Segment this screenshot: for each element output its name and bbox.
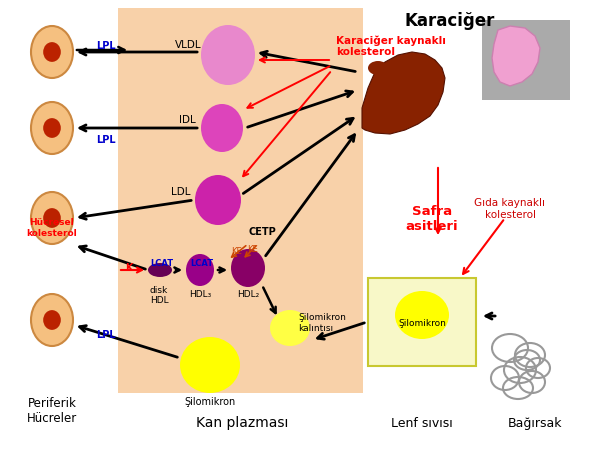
Ellipse shape [395,291,449,339]
Text: LDL: LDL [171,187,191,197]
Ellipse shape [195,175,241,225]
Ellipse shape [31,192,73,244]
Ellipse shape [31,26,73,78]
Text: Hücresel
kolesterol: Hücresel kolesterol [26,218,77,238]
Text: disk
HDL: disk HDL [149,286,169,306]
Text: Lenf sıvısı: Lenf sıvısı [391,417,453,430]
Text: LCAT: LCAT [151,258,173,267]
Text: CETP: CETP [248,227,276,237]
Ellipse shape [201,104,243,152]
Ellipse shape [201,25,255,85]
Ellipse shape [148,263,172,277]
Ellipse shape [43,208,61,228]
Bar [482,20,570,100]
Text: Şilomikron
kalıntısı: Şilomikron kalıntısı [298,313,346,333]
Text: KE: KE [232,248,242,256]
Bar [118,8,363,393]
Ellipse shape [270,310,310,346]
Text: Şilomikron: Şilomikron [184,397,236,407]
Ellipse shape [31,294,73,346]
Ellipse shape [368,61,388,75]
Text: LPL: LPL [96,330,116,340]
Text: IDL: IDL [179,115,196,125]
Text: VLDL: VLDL [175,40,202,50]
Text: K: K [125,263,133,273]
Text: Kan plazması: Kan plazması [196,416,288,430]
Text: Safra
asitleri: Safra asitleri [406,205,458,233]
Text: Bağırsak: Bağırsak [508,417,562,430]
Ellipse shape [43,42,61,62]
Ellipse shape [31,102,73,154]
Ellipse shape [43,310,61,330]
Bar [368,278,476,366]
Ellipse shape [180,337,240,393]
Text: Karaciğer kaynaklı
kolesterol: Karaciğer kaynaklı kolesterol [336,35,446,57]
Text: HDL₂: HDL₂ [237,290,259,299]
Text: Periferik
Hücreler: Periferik Hücreler [27,397,77,425]
Polygon shape [362,52,445,134]
Text: LPL: LPL [96,135,116,145]
Text: LPL: LPL [96,41,116,51]
Text: KE: KE [247,246,257,255]
Text: HDL₃: HDL₃ [189,290,211,299]
Ellipse shape [186,254,214,286]
Text: LCAT: LCAT [190,258,214,267]
Text: Şilomikron: Şilomikron [398,319,446,328]
Ellipse shape [43,118,61,138]
Ellipse shape [231,249,265,287]
Polygon shape [492,26,540,86]
Text: Karaciğer: Karaciğer [405,12,495,30]
Text: Gıda kaynaklı
kolesterol: Gıda kaynaklı kolesterol [475,198,545,220]
